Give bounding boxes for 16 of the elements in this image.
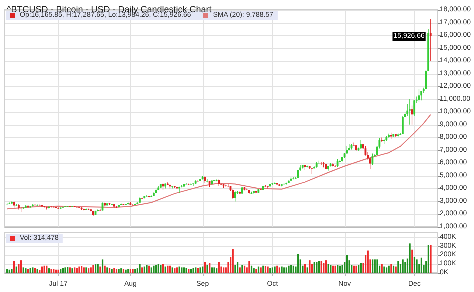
line-series bbox=[6, 114, 432, 210]
candlestick bbox=[234, 191, 236, 202]
candlestick bbox=[402, 116, 404, 135]
candlestick bbox=[430, 18, 432, 62]
candlestick bbox=[414, 100, 416, 116]
candlestick bbox=[372, 153, 374, 166]
candlestick bbox=[420, 90, 423, 101]
candlestick bbox=[360, 140, 362, 150]
candlestick bbox=[408, 99, 411, 126]
candlestick bbox=[220, 183, 222, 186]
candlestick bbox=[292, 176, 295, 180]
candlestick bbox=[348, 144, 350, 151]
candlestick bbox=[381, 137, 383, 143]
candlestick bbox=[232, 189, 234, 200]
candlestick bbox=[18, 204, 20, 210]
candlestick bbox=[206, 179, 208, 183]
